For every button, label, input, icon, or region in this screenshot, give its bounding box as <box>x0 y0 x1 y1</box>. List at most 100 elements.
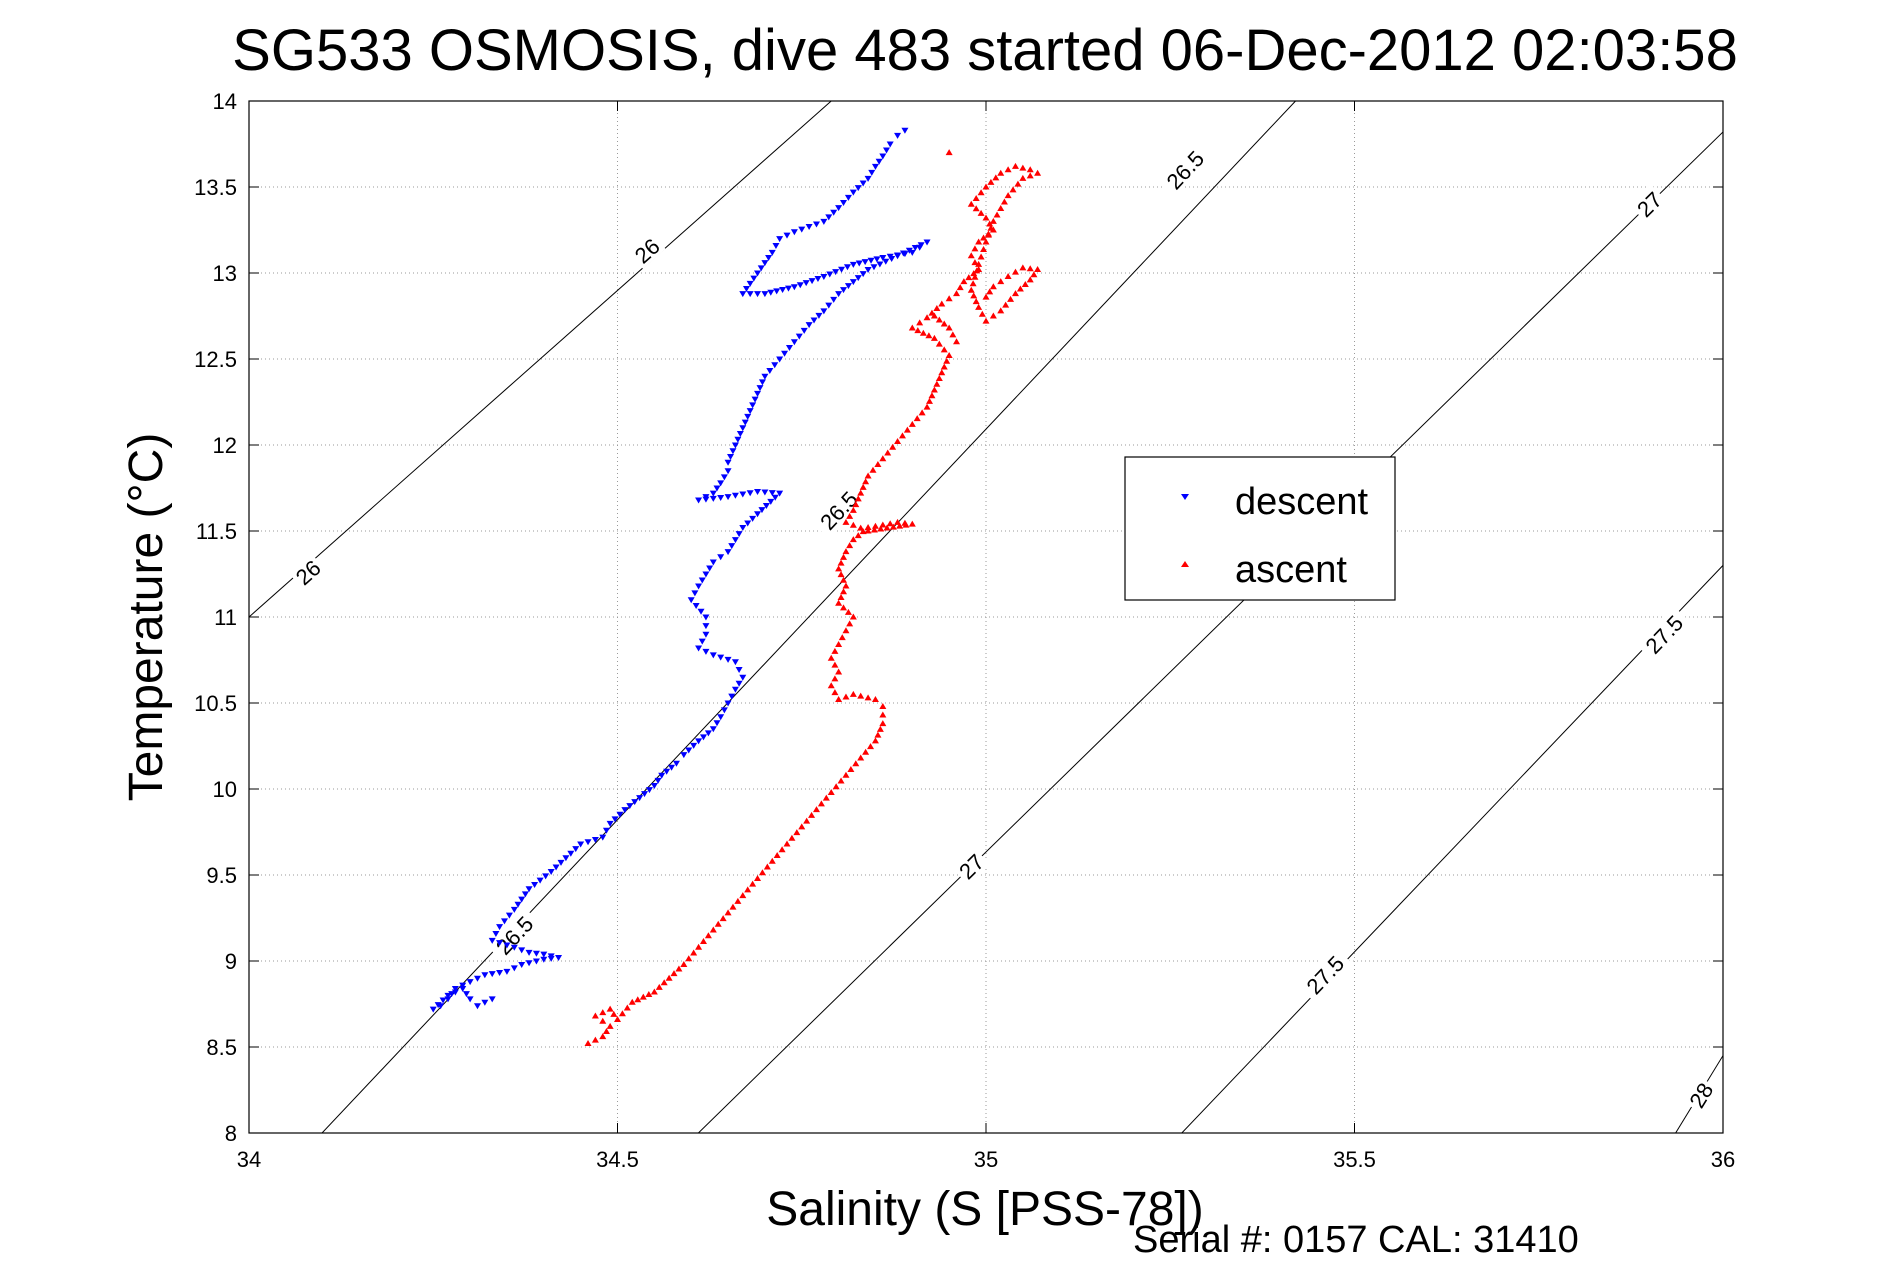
descent-data-point <box>750 275 758 282</box>
descent-data-point <box>870 264 878 271</box>
ascent-data-point <box>975 303 983 310</box>
ascent-data-point <box>987 178 995 185</box>
descent-data-point <box>713 720 721 727</box>
descent-data-point <box>894 253 902 260</box>
ascent-data-point <box>953 290 961 297</box>
descent-data-point <box>790 339 798 346</box>
ascent-data-point <box>908 420 916 427</box>
descent-data-point <box>562 855 570 862</box>
ascent-data-point <box>918 409 926 416</box>
descent-data-point <box>473 1003 481 1010</box>
ascent-data-point <box>842 693 850 700</box>
descent-data-point <box>616 811 624 818</box>
descent-data-point <box>767 289 775 296</box>
ascent-data-point <box>935 374 943 381</box>
ascent-data-point <box>989 283 997 290</box>
ascent-data-point <box>1011 290 1019 297</box>
ascent-data-point <box>930 334 938 341</box>
descent-data-point <box>695 583 703 590</box>
ascent-data-point <box>997 205 1005 211</box>
legend-label-descent: descent <box>1235 481 1369 523</box>
ascent-data-point <box>894 438 902 445</box>
ascent-data-point <box>986 288 994 295</box>
ascent-data-point <box>940 346 948 353</box>
ascent-data-point <box>930 312 938 319</box>
descent-data-point <box>744 520 752 527</box>
ascent-data-point <box>724 909 732 916</box>
descent-data-point <box>843 264 851 271</box>
ascent-data-point <box>854 532 862 539</box>
ascent-data-point <box>914 327 922 334</box>
ascent-data-point <box>835 565 843 572</box>
descent-data-point <box>685 747 693 754</box>
descent-data-point <box>899 250 907 257</box>
descent-data-point <box>820 308 828 315</box>
descent-data-point <box>798 226 806 233</box>
ascent-data-point <box>709 926 717 933</box>
ascent-data-point <box>704 932 712 939</box>
descent-data-point <box>702 571 710 578</box>
ascent-data-point <box>670 970 678 977</box>
descent-data-point <box>739 491 747 498</box>
descent-data-point <box>779 287 787 294</box>
descent-data-point <box>496 940 504 947</box>
density-contours <box>249 101 1723 1133</box>
descent-data-point <box>739 425 747 432</box>
descent-data-point <box>883 147 891 154</box>
descent-data-point <box>835 291 843 298</box>
ascent-data-point <box>690 949 698 956</box>
density-contour-line <box>1675 1055 1723 1133</box>
descent-data-point <box>784 285 792 292</box>
y-tick-label: 10.5 <box>194 691 237 716</box>
ascent-data-point <box>840 588 848 595</box>
ascent-data-point <box>902 521 910 528</box>
ascent-data-point <box>599 1017 607 1024</box>
ascent-data-point <box>977 209 985 216</box>
ascent-data-point <box>680 960 688 967</box>
descent-data-point <box>790 284 798 291</box>
ascent-data-point <box>831 661 839 668</box>
descent-data-point <box>758 507 766 514</box>
ascent-data-point <box>982 293 990 300</box>
ascent-data-point <box>758 869 766 876</box>
ascent-data-point <box>849 690 857 697</box>
legend: descent ascent <box>1124 456 1396 601</box>
ascent-data-point <box>984 231 992 238</box>
descent-data-point <box>810 317 818 324</box>
descent-data-point <box>518 896 526 903</box>
ascent-data-point <box>982 183 990 190</box>
descent-data-point <box>754 390 762 397</box>
ascent-data-point <box>908 324 916 331</box>
ascent-data-point <box>967 252 975 259</box>
descent-data-point <box>555 955 563 962</box>
density-contour-label: 26.5 <box>486 906 541 963</box>
ascent-data-point <box>837 594 845 601</box>
ascent-data-point <box>874 731 882 738</box>
descent-data-point <box>510 965 518 972</box>
ascent-data-point <box>903 426 911 433</box>
ascent-data-point <box>972 298 980 305</box>
descent-data-point <box>771 494 779 501</box>
contour-label-background <box>951 846 990 885</box>
descent-data-point <box>636 795 644 802</box>
ascent-data-point <box>602 1028 610 1035</box>
descent-data-point <box>695 738 703 745</box>
descent-data-point <box>724 468 732 475</box>
ascent-data-point <box>840 604 848 611</box>
descent-data-point <box>695 645 703 652</box>
descent-data-point <box>905 247 913 254</box>
ascent-data-point <box>862 478 870 485</box>
ascent-data-point <box>803 817 811 824</box>
ascent-data-point <box>972 194 980 201</box>
ascent-data-point <box>969 280 977 287</box>
descent-data-point <box>864 267 872 274</box>
ascent-data-point <box>857 754 865 761</box>
descent-data-point <box>481 972 489 979</box>
ascent-data-point <box>874 460 882 467</box>
descent-data-point <box>717 554 725 561</box>
descent-data-point <box>532 958 540 965</box>
x-tick-label: 34.5 <box>596 1147 639 1172</box>
descent-data-point <box>854 275 862 282</box>
descent-data-point <box>761 291 769 298</box>
